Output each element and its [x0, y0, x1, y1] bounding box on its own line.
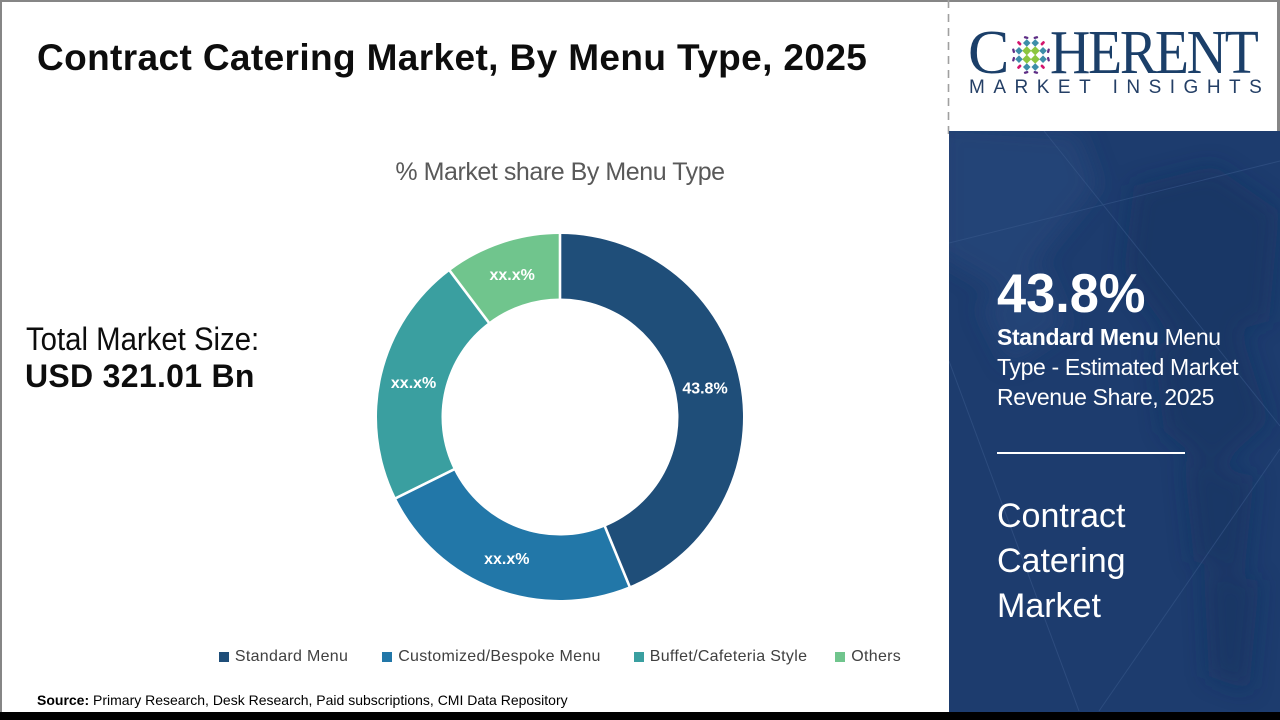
svg-text:xx.x%: xx.x%: [391, 375, 436, 392]
svg-text:xx.x%: xx.x%: [490, 267, 535, 284]
svg-text:xx.x%: xx.x%: [484, 551, 529, 568]
svg-text:43.8%: 43.8%: [682, 381, 727, 398]
